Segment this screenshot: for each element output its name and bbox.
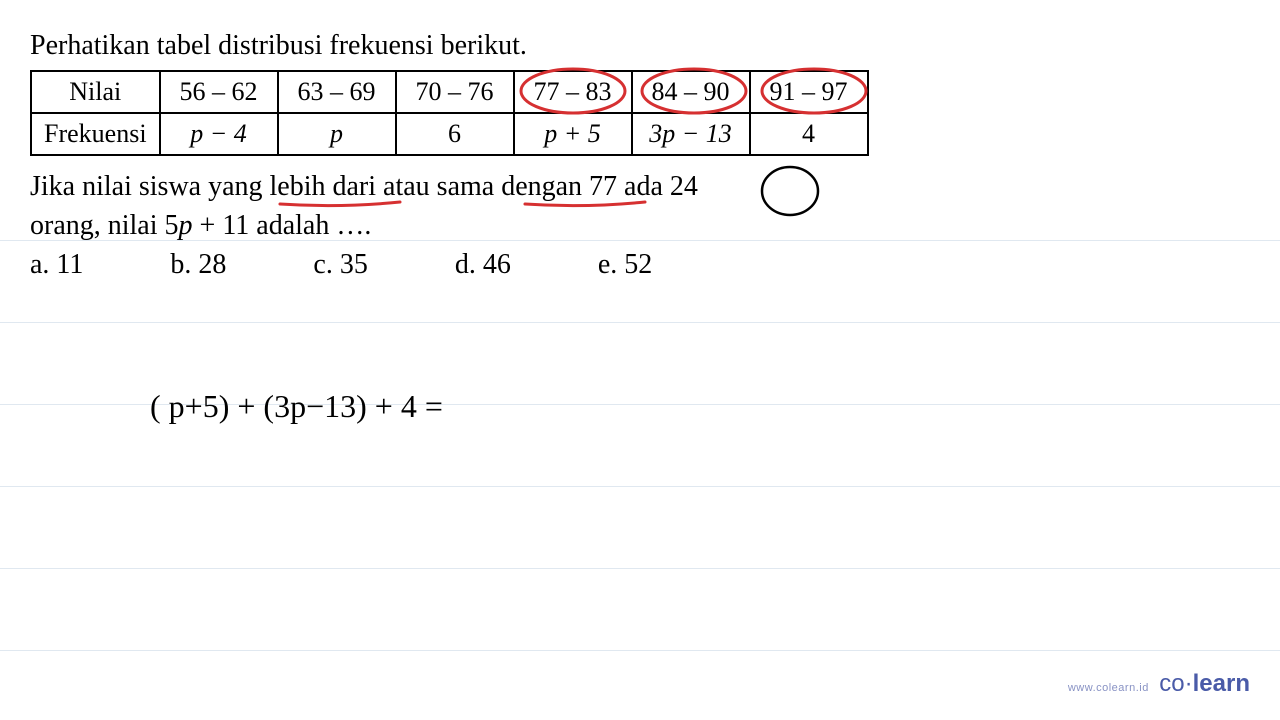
row1-cell-4: 84 – 90 [632,71,750,113]
brand-prefix: co· [1159,670,1192,697]
frequency-table-container: Nilai 56 – 62 63 – 69 70 – 76 77 – 83 84… [30,70,869,156]
option-c: c. 35 [313,249,367,281]
row1-cell-2: 70 – 76 [396,71,514,113]
option-d: d. 46 [455,249,511,281]
question-line-2-text: orang, nilai 5p + 11 adalah …. [30,210,371,241]
option-a: a. 11 [30,249,83,281]
prompt-text: Perhatikan tabel distribusi frekuensi be… [30,30,1250,62]
brand-bold: learn [1193,670,1250,697]
option-b: b. 28 [170,249,226,281]
table-row: Nilai 56 – 62 63 – 69 70 – 76 77 – 83 84… [31,71,868,113]
row1-cell-0: 56 – 62 [160,71,278,113]
row2-cell-0: p − 4 [160,113,278,155]
watermark: www.colearn.id co·learn [1068,670,1250,698]
handwritten-work: ( p+5) + (3p−13) + 4 = [150,388,443,425]
watermark-url: www.colearn.id [1068,682,1149,694]
watermark-brand: co·learn [1159,670,1250,697]
row2-cell-2: 6 [396,113,514,155]
row1-cell-3: 77 – 83 [514,71,632,113]
option-e: e. 52 [598,249,652,281]
row2-cell-5: 4 [750,113,868,155]
row1-label: Nilai [31,71,160,113]
row1-cell-5: 91 – 97 [750,71,868,113]
frequency-table: Nilai 56 – 62 63 – 69 70 – 76 77 – 83 84… [30,70,869,156]
table-row: Frekuensi p − 4 p 6 p + 5 3p − 13 4 [31,113,868,155]
answer-options: a. 11 b. 28 c. 35 d. 46 e. 52 [30,249,1250,281]
row2-cell-3: p + 5 [514,113,632,155]
row1-cell-1: 63 – 69 [278,71,396,113]
question-line-1: Jika nilai siswa yang lebih dari atau sa… [30,167,1250,206]
row2-cell-1: p [278,113,396,155]
row2-cell-4: 3p − 13 [632,113,750,155]
row2-label: Frekuensi [31,113,160,155]
